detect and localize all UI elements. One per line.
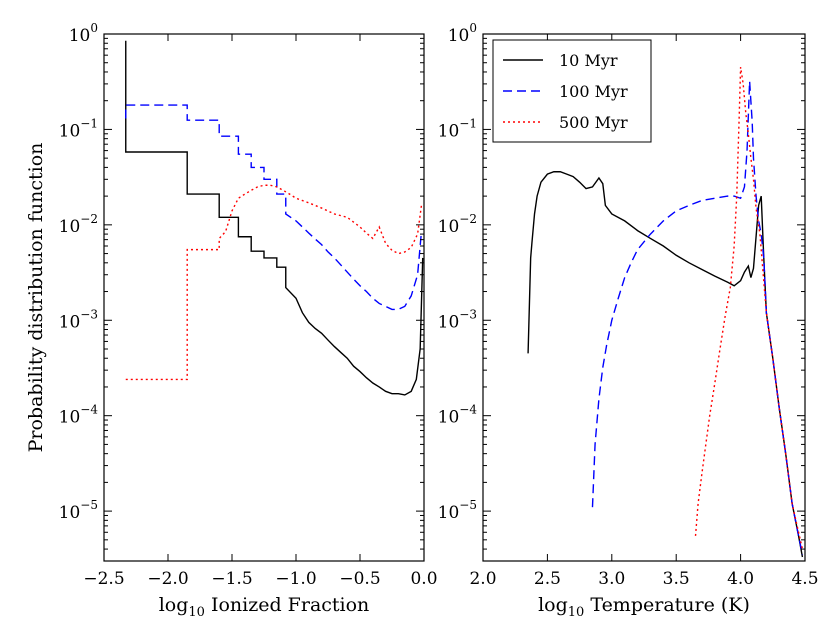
left-panel: −2.5 −2.0 −1.5 −1.0 −0.5 0.0 10−5 10−4 10−3 10−2 1… — [25, 21, 438, 620]
right-panel: 2.0 2.5 3.0 3.5 4.0 4.5 10−5 10−4 10−3 10−2 10−1 10… — [438, 21, 819, 620]
legend-label: 500 Myr — [559, 113, 628, 132]
y-axis-label: Probability distribution function — [25, 143, 47, 453]
x-tick-label: 3.0 — [598, 569, 625, 589]
legend: 10 Myr 100 Myr 500 Myr — [492, 39, 652, 143]
x-tick-label: 4.5 — [791, 569, 818, 589]
x-tick-label: 3.5 — [663, 569, 690, 589]
x-tick-label: 4.0 — [727, 569, 754, 589]
y-tick-label: 10−5 — [59, 498, 98, 523]
y-tick-label: 100 — [69, 21, 98, 46]
series-line-10-myr — [527, 171, 804, 558]
x-axis-label: log10 Ionized Fraction — [159, 594, 370, 620]
y-tick-label: 10−3 — [59, 307, 98, 332]
series-line-500-myr — [694, 66, 804, 550]
series-line-100-myr — [591, 81, 804, 555]
axes-frame — [482, 33, 806, 562]
y-tick-label: 10−2 — [438, 212, 477, 237]
y-tick-label: 10−3 — [438, 307, 477, 332]
x-tick-label: 2.0 — [469, 569, 496, 589]
x-tick-label: −1.5 — [211, 569, 252, 589]
series-line-100-myr — [125, 104, 423, 311]
y-tick-label: 10−4 — [438, 403, 478, 428]
y-tick-label: 10−2 — [59, 212, 98, 237]
legend-label: 100 Myr — [559, 82, 628, 101]
axes-frame — [103, 33, 425, 562]
series-line-500-myr — [125, 184, 423, 381]
x-tick-label: −2.5 — [83, 569, 124, 589]
legend-label: 10 Myr — [559, 51, 618, 70]
series-line-10-myr — [125, 40, 424, 396]
x-tick-label: 0.0 — [410, 569, 437, 589]
plot-area — [527, 66, 804, 558]
y-tick-label: 10−1 — [438, 116, 477, 141]
x-tick-label: 2.5 — [534, 569, 561, 589]
x-tick-label: −0.5 — [339, 569, 380, 589]
y-tick-label: 10−5 — [438, 498, 477, 523]
plot-area — [125, 40, 424, 396]
y-tick-label: 10−4 — [59, 403, 99, 428]
x-axis-label: log10 Temperature (K) — [538, 594, 750, 620]
x-tick-label: −1.0 — [275, 569, 316, 589]
y-tick-label: 100 — [448, 21, 477, 46]
y-tick-label: 10−1 — [59, 116, 98, 141]
x-tick-label: −2.0 — [147, 569, 188, 589]
